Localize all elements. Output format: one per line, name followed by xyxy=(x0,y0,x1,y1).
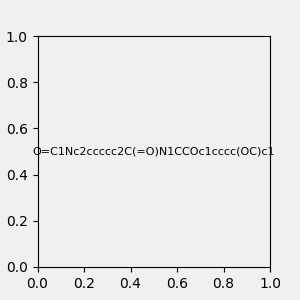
Text: O=C1Nc2ccccc2C(=O)N1CCOc1cccc(OC)c1: O=C1Nc2ccccc2C(=O)N1CCOc1cccc(OC)c1 xyxy=(32,146,275,157)
